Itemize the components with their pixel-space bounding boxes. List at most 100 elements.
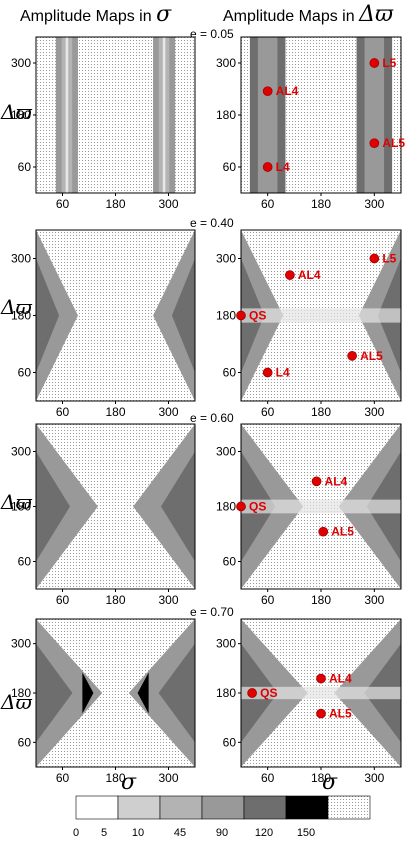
marker-label-l5: L5 [382,252,396,266]
marker-label-al5: AL5 [360,349,383,363]
marker-label-al5: AL5 [331,525,354,539]
x-tick-label: 300 [364,405,384,419]
heatmap-panel-1: 60 180 300 60 180 300 [11,36,196,211]
left-title-text: Amplitude Maps in [20,8,152,25]
colorbar-segment [159,795,203,820]
marker-label-al4: AL4 [276,84,299,98]
left-title-symbol: σ [156,2,172,27]
y-axis-label-row2: Δϖ [1,295,32,319]
x-tick-label: 180 [105,405,125,419]
y-tick-label: 180 [11,686,31,700]
x-tick-label: 60 [261,405,275,419]
marker-label-l4: L4 [276,160,290,174]
x-tick-label: 180 [311,771,331,785]
y-tick-label: 180 [11,309,31,323]
y-tick-label: 60 [18,366,32,380]
x-tick-label: 60 [56,197,70,211]
marker-al5 [316,708,326,719]
heatmap-panel-7: 60 180 300 60 180 300 [11,618,196,785]
marker-al4 [285,270,295,280]
marker-qs [247,688,257,698]
x-tick-label: 180 [311,405,331,419]
y-tick-label: 180 [11,108,31,122]
marker-label-qs: QS [249,309,266,323]
colorbar-tick-label: 120 [255,827,273,839]
colorbar-segment [75,795,119,820]
x-tick-label: 60 [56,593,70,607]
x-tick-label: 300 [364,197,384,211]
marker-l4 [262,367,273,378]
heatmap-panel-6: 60 180 300 60 180 300 AL4 QS AL5 [216,423,402,607]
marker-label-qs: QS [249,500,266,514]
marker-al4 [311,476,322,487]
x-axis-label-left: σ [121,770,137,795]
x-tick-label: 180 [105,771,125,785]
colorbar-tick-label: 5 [101,827,107,839]
marker-label-al4: AL4 [325,474,348,488]
x-tick-label: 60 [56,405,70,419]
left-column-title: Amplitude Maps in σ [20,2,171,27]
colorbar-segment [285,795,329,820]
x-tick-label: 300 [158,593,178,607]
y-tick-label: 180 [216,309,236,323]
x-tick-label: 180 [105,197,125,211]
y-tick-label: 180 [216,500,236,514]
right-title-symbol: Δϖ [359,2,393,27]
colorbar-tick-label: 10 [132,827,144,839]
colorbar-tick-label: 150 [297,827,315,839]
y-axis-label-row4: Δϖ [1,690,32,714]
y-tick-label: 300 [11,637,31,651]
marker-label-qs: QS [260,686,277,700]
x-tick-label: 300 [364,593,384,607]
marker-label-al4: AL4 [329,672,352,686]
heatmap-panel-5: 60 180 300 60 180 300 [11,423,196,607]
colorbar: 0 5 10 45 90 120 150 [73,795,371,839]
marker-l4 [262,162,273,172]
colorbar-tick-label: 0 [73,827,79,839]
y-tick-label: 300 [216,56,236,70]
colorbar-segment [327,795,371,820]
y-tick-label: 60 [223,160,237,174]
y-tick-label: 180 [216,108,236,122]
x-tick-label: 180 [105,593,125,607]
x-tick-label: 180 [311,197,331,211]
right-column-title: Amplitude Maps in Δϖ [223,2,393,27]
x-tick-label: 60 [56,771,70,785]
ecc-label-row2: e = 0.40 [190,216,234,230]
y-tick-label: 60 [18,555,32,569]
ecc-label-row3: e = 0.60 [190,411,234,425]
x-tick-label: 300 [158,197,178,211]
y-tick-label: 300 [216,252,236,266]
marker-label-al5: AL5 [329,707,352,721]
x-tick-label: 300 [158,771,178,785]
marker-l5 [369,58,380,68]
y-tick-label: 60 [18,160,32,174]
x-tick-label: 180 [311,593,331,607]
colorbar-tick-label: 45 [174,827,186,839]
ecc-label-row4: e = 0.70 [190,605,234,619]
y-tick-label: 180 [11,500,31,514]
marker-qs [236,501,246,512]
y-axis-label-row1: Δϖ [1,100,32,124]
right-title-text: Amplitude Maps in [223,8,355,25]
y-tick-label: 60 [223,555,237,569]
x-axis-label-right: σ [322,770,338,795]
marker-label-l4: L4 [276,366,290,380]
y-tick-label: 300 [216,637,236,651]
marker-al4 [316,673,326,684]
x-tick-label: 60 [261,197,275,211]
y-tick-label: 180 [216,686,236,700]
colorbar-tick-label: 90 [216,827,228,839]
marker-al5 [347,351,357,361]
ecc-label-row1: e = 0.05 [190,27,234,41]
heatmap-panel-3: 60 180 300 60 180 300 [11,229,196,419]
marker-l5 [369,253,380,264]
y-axis-label-row3: Δϖ [1,490,32,514]
x-tick-label: 60 [261,771,275,785]
y-tick-label: 60 [223,366,237,380]
y-tick-label: 60 [223,735,237,749]
y-tick-label: 300 [216,445,236,459]
heatmap-panel-2: 60 180 300 60 180 300 L5 AL4 AL5 L4 [216,36,405,211]
y-tick-label: 300 [11,445,31,459]
